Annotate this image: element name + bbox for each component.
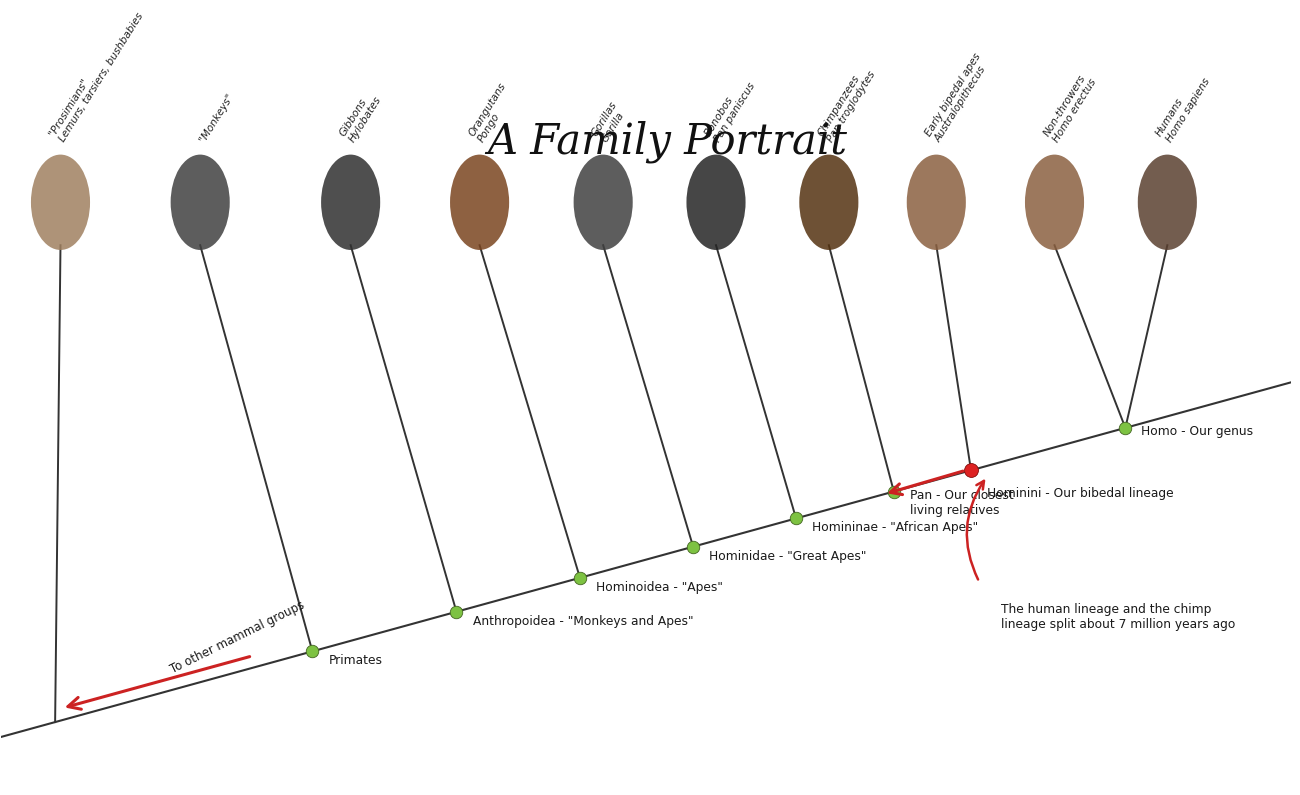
- Text: Non-throwers
Homo erectus: Non-throwers Homo erectus: [1041, 71, 1098, 144]
- Text: Hominidae - "Great Apes": Hominidae - "Great Apes": [710, 549, 867, 563]
- Text: Gorillas
Gorilla: Gorillas Gorilla: [590, 99, 629, 144]
- Ellipse shape: [686, 154, 746, 250]
- Ellipse shape: [450, 154, 510, 250]
- Ellipse shape: [800, 154, 858, 250]
- Text: Homininae - "African Apes": Homininae - "African Apes": [812, 522, 979, 534]
- Text: Gibbons
Hylobates: Gibbons Hylobates: [338, 88, 384, 144]
- Text: Primates: Primates: [329, 654, 382, 667]
- Text: Anthropoidea - "Monkeys and Apes": Anthropoidea - "Monkeys and Apes": [473, 615, 693, 628]
- Ellipse shape: [170, 154, 230, 250]
- Ellipse shape: [31, 154, 90, 250]
- Ellipse shape: [573, 154, 633, 250]
- Text: The human lineage and the chimp
lineage split about 7 million years ago: The human lineage and the chimp lineage …: [1001, 603, 1235, 631]
- Text: Hominini - Our bibedal lineage: Hominini - Our bibedal lineage: [987, 487, 1174, 500]
- Ellipse shape: [906, 154, 966, 250]
- Text: Hominoidea - "Apes": Hominoidea - "Apes": [597, 581, 723, 594]
- Text: Pan - Our closest
living relatives: Pan - Our closest living relatives: [910, 489, 1014, 517]
- Text: Orangutans
Pongo: Orangutans Pongo: [467, 80, 517, 144]
- Ellipse shape: [1024, 154, 1084, 250]
- Ellipse shape: [1138, 154, 1197, 250]
- Text: Chimpanzees
Pan troglodytes: Chimpanzees Pan troglodytes: [816, 63, 878, 144]
- Text: A Family Portrait: A Family Portrait: [488, 120, 848, 162]
- Text: "Prosimians"
Lemurs, tarsiers, bushbabies: "Prosimians" Lemurs, tarsiers, bushbabie…: [48, 6, 146, 144]
- Text: "Monkeys": "Monkeys": [198, 91, 235, 144]
- Text: Homo - Our genus: Homo - Our genus: [1141, 425, 1253, 438]
- Ellipse shape: [321, 154, 380, 250]
- Text: Early bipedal apes
Australopithecus: Early bipedal apes Australopithecus: [923, 51, 992, 144]
- Text: Bonobos
Pan paniscus: Bonobos Pan paniscus: [703, 75, 758, 144]
- Text: Humans
Homo sapiens: Humans Homo sapiens: [1154, 70, 1212, 144]
- Text: To other mammal groups: To other mammal groups: [168, 599, 307, 676]
